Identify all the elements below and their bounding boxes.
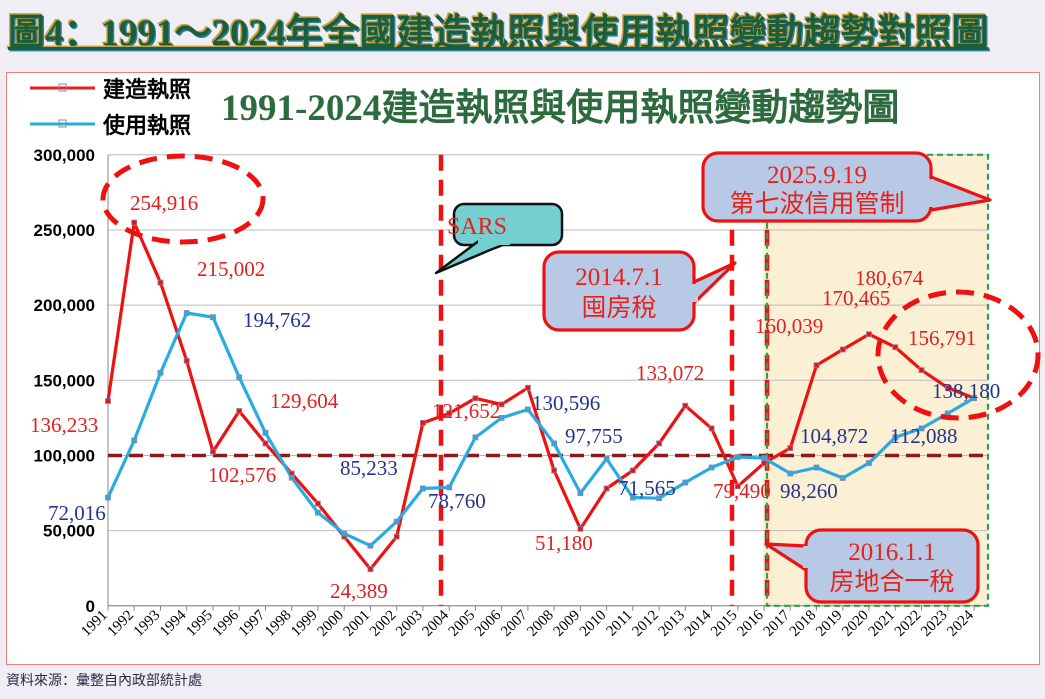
svg-text:2019: 2019 <box>813 607 846 640</box>
svg-text:2025.9.19: 2025.9.19 <box>767 162 867 189</box>
svg-text:194,762: 194,762 <box>243 308 311 332</box>
svg-text:104,872: 104,872 <box>800 424 868 448</box>
svg-text:200,000: 200,000 <box>34 296 95 315</box>
svg-text:2003: 2003 <box>393 607 426 640</box>
svg-text:1999: 1999 <box>288 607 321 640</box>
svg-text:建造執照: 建造執照 <box>103 77 191 102</box>
svg-text:72,016: 72,016 <box>48 501 106 525</box>
svg-text:1995: 1995 <box>183 607 216 640</box>
svg-text:130,596: 130,596 <box>532 391 600 415</box>
svg-text:2020: 2020 <box>839 607 872 640</box>
svg-text:71,565: 71,565 <box>618 476 676 500</box>
svg-text:2023: 2023 <box>918 607 951 640</box>
svg-text:121,652: 121,652 <box>432 399 500 423</box>
svg-text:102,576: 102,576 <box>208 463 276 487</box>
svg-text:160,039: 160,039 <box>755 314 823 338</box>
svg-text:254,916: 254,916 <box>130 191 198 215</box>
svg-text:78,760: 78,760 <box>428 489 486 513</box>
svg-text:1998: 1998 <box>262 607 295 640</box>
svg-text:2006: 2006 <box>472 607 505 640</box>
svg-text:2005: 2005 <box>446 607 479 640</box>
svg-text:112,088: 112,088 <box>890 424 957 448</box>
svg-text:囤房稅: 囤房稅 <box>581 294 656 322</box>
svg-text:215,002: 215,002 <box>197 257 265 281</box>
svg-text:1991: 1991 <box>78 607 111 640</box>
svg-text:第七波信用管制: 第七波信用管制 <box>729 190 904 218</box>
svg-text:2014.7.1: 2014.7.1 <box>575 264 663 291</box>
svg-text:2013: 2013 <box>656 607 689 640</box>
svg-text:300,000: 300,000 <box>34 146 95 165</box>
svg-text:79,490: 79,490 <box>713 479 771 503</box>
svg-text:156,791: 156,791 <box>908 326 976 350</box>
svg-text:133,072: 133,072 <box>636 361 704 385</box>
svg-text:使用執照: 使用執照 <box>102 113 191 138</box>
svg-text:98,260: 98,260 <box>780 479 838 503</box>
svg-text:136,233: 136,233 <box>30 413 98 437</box>
svg-text:1994: 1994 <box>157 607 190 640</box>
svg-text:138,180: 138,180 <box>932 379 1000 403</box>
svg-text:2007: 2007 <box>498 607 531 640</box>
svg-text:2018: 2018 <box>787 607 820 640</box>
svg-text:129,604: 129,604 <box>270 389 339 413</box>
svg-text:SARS: SARS <box>447 214 507 240</box>
svg-text:180,674: 180,674 <box>855 266 924 290</box>
svg-text:2014: 2014 <box>682 607 715 640</box>
svg-text:24,389: 24,389 <box>330 579 388 603</box>
svg-text:85,233: 85,233 <box>340 456 398 480</box>
svg-text:1996: 1996 <box>210 607 243 640</box>
svg-text:2016.1.1: 2016.1.1 <box>848 539 936 566</box>
svg-text:250,000: 250,000 <box>34 221 95 240</box>
svg-text:2010: 2010 <box>577 607 610 640</box>
svg-text:1997: 1997 <box>236 607 269 640</box>
svg-text:2009: 2009 <box>551 607 584 640</box>
svg-text:1993: 1993 <box>131 607 164 640</box>
svg-text:2017: 2017 <box>761 607 794 640</box>
svg-text:100,000: 100,000 <box>34 447 95 466</box>
svg-text:2001: 2001 <box>341 607 374 640</box>
svg-text:2011: 2011 <box>603 607 635 639</box>
svg-text:97,755: 97,755 <box>565 424 623 448</box>
svg-text:2000: 2000 <box>315 607 348 640</box>
svg-text:2021: 2021 <box>866 607 899 640</box>
svg-text:2016: 2016 <box>734 607 767 640</box>
svg-text:1991-2024建造執照與使用執照變動趨勢圖: 1991-2024建造執照與使用執照變動趨勢圖 <box>221 87 899 129</box>
svg-text:2022: 2022 <box>892 607 925 640</box>
svg-text:房地合一稅: 房地合一稅 <box>829 568 954 596</box>
svg-text:2008: 2008 <box>524 607 557 640</box>
svg-text:2004: 2004 <box>420 607 453 640</box>
svg-text:2002: 2002 <box>367 607 400 640</box>
svg-text:2012: 2012 <box>629 607 662 640</box>
svg-text:1992: 1992 <box>105 607 138 640</box>
svg-text:150,000: 150,000 <box>34 371 95 390</box>
svg-text:2015: 2015 <box>708 607 741 640</box>
svg-text:2024: 2024 <box>944 607 977 640</box>
svg-text:51,180: 51,180 <box>535 531 593 555</box>
